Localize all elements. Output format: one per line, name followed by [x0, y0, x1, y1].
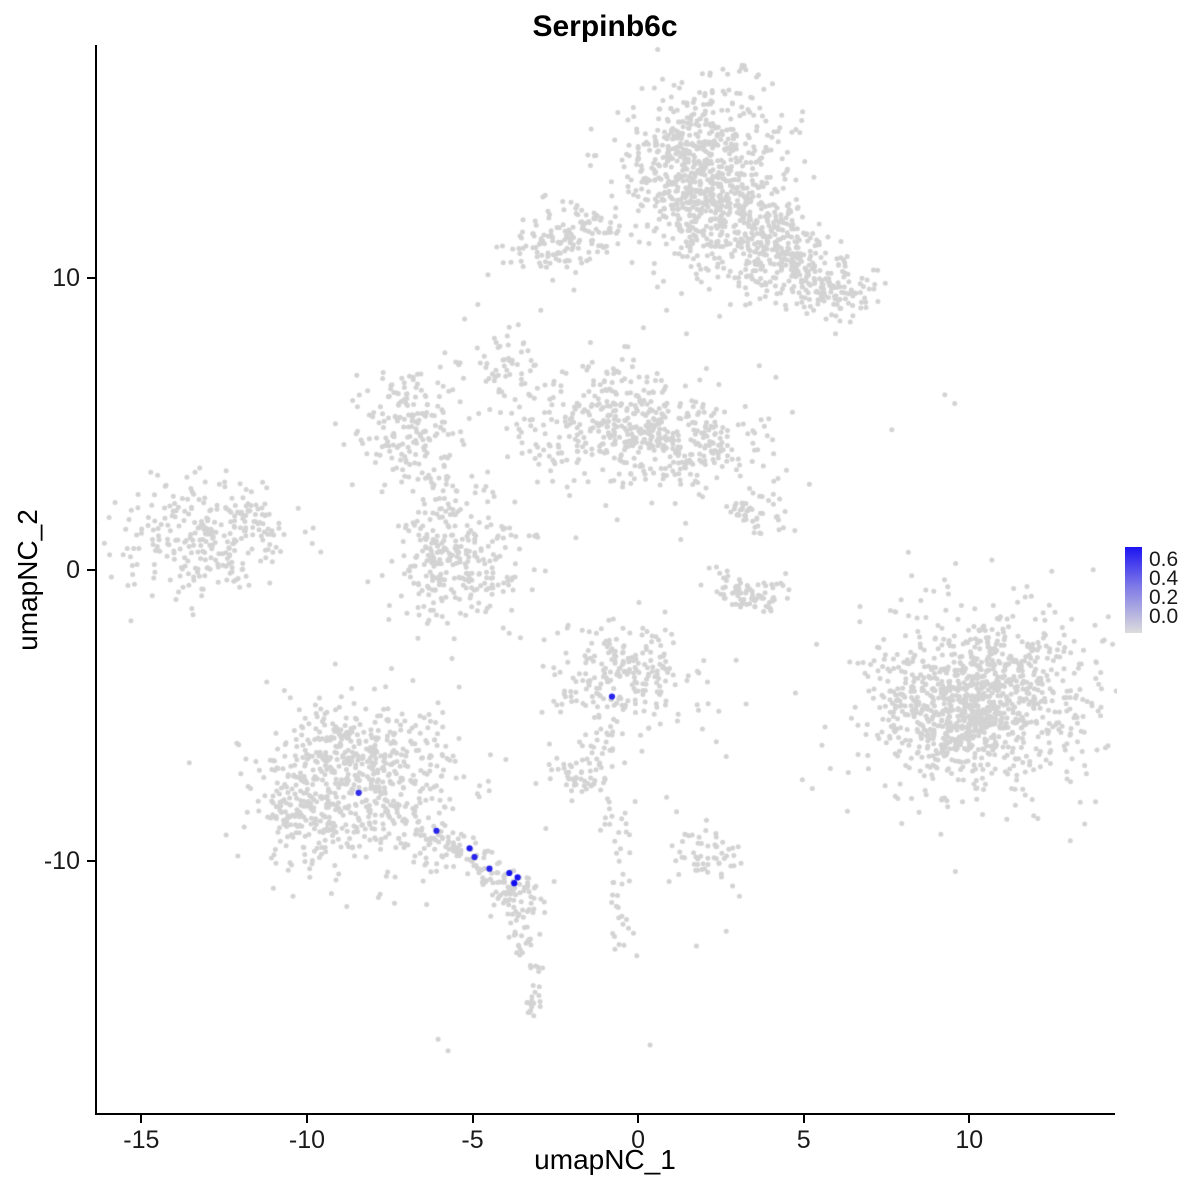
- y-tick-mark: [87, 568, 95, 571]
- y-tick-mark: [87, 860, 95, 863]
- x-tick-mark: [140, 1115, 143, 1123]
- plot-title: Serpinb6c: [532, 10, 678, 43]
- x-tick-label: 5: [796, 1126, 811, 1154]
- y-tick-label: 10: [52, 264, 80, 293]
- x-tick-mark: [637, 1115, 640, 1123]
- x-tick-label: -5: [461, 1126, 484, 1154]
- x-tick-mark: [802, 1115, 805, 1123]
- colorbar-label: 0.0: [1149, 605, 1179, 628]
- y-tick-label: 0: [66, 555, 80, 584]
- x-tick-mark: [968, 1115, 971, 1123]
- y-tick-mark: [87, 277, 95, 280]
- x-tick-label: -10: [288, 1126, 326, 1154]
- colorbar-label: 0.2: [1149, 586, 1179, 609]
- colorbar-label: 0.6: [1149, 548, 1179, 571]
- y-axis-title: umapNC_2: [12, 509, 43, 651]
- scatter-canvas: [97, 45, 1117, 1115]
- plot-area: [95, 45, 1117, 1115]
- x-tick-mark: [471, 1115, 474, 1123]
- colorbar-label: 0.4: [1149, 567, 1179, 590]
- colorbar-gradient: [1125, 547, 1142, 633]
- x-tick-mark: [305, 1115, 308, 1123]
- x-tick-label: 0: [631, 1126, 646, 1154]
- x-tick-label: -15: [123, 1126, 160, 1154]
- colorbar-legend: 0.6 0.4 0.2 0.0: [1125, 547, 1200, 639]
- y-tick-label: -10: [43, 847, 80, 876]
- x-axis-title: umapNC_1: [534, 1144, 676, 1175]
- x-tick-label: 10: [955, 1126, 984, 1154]
